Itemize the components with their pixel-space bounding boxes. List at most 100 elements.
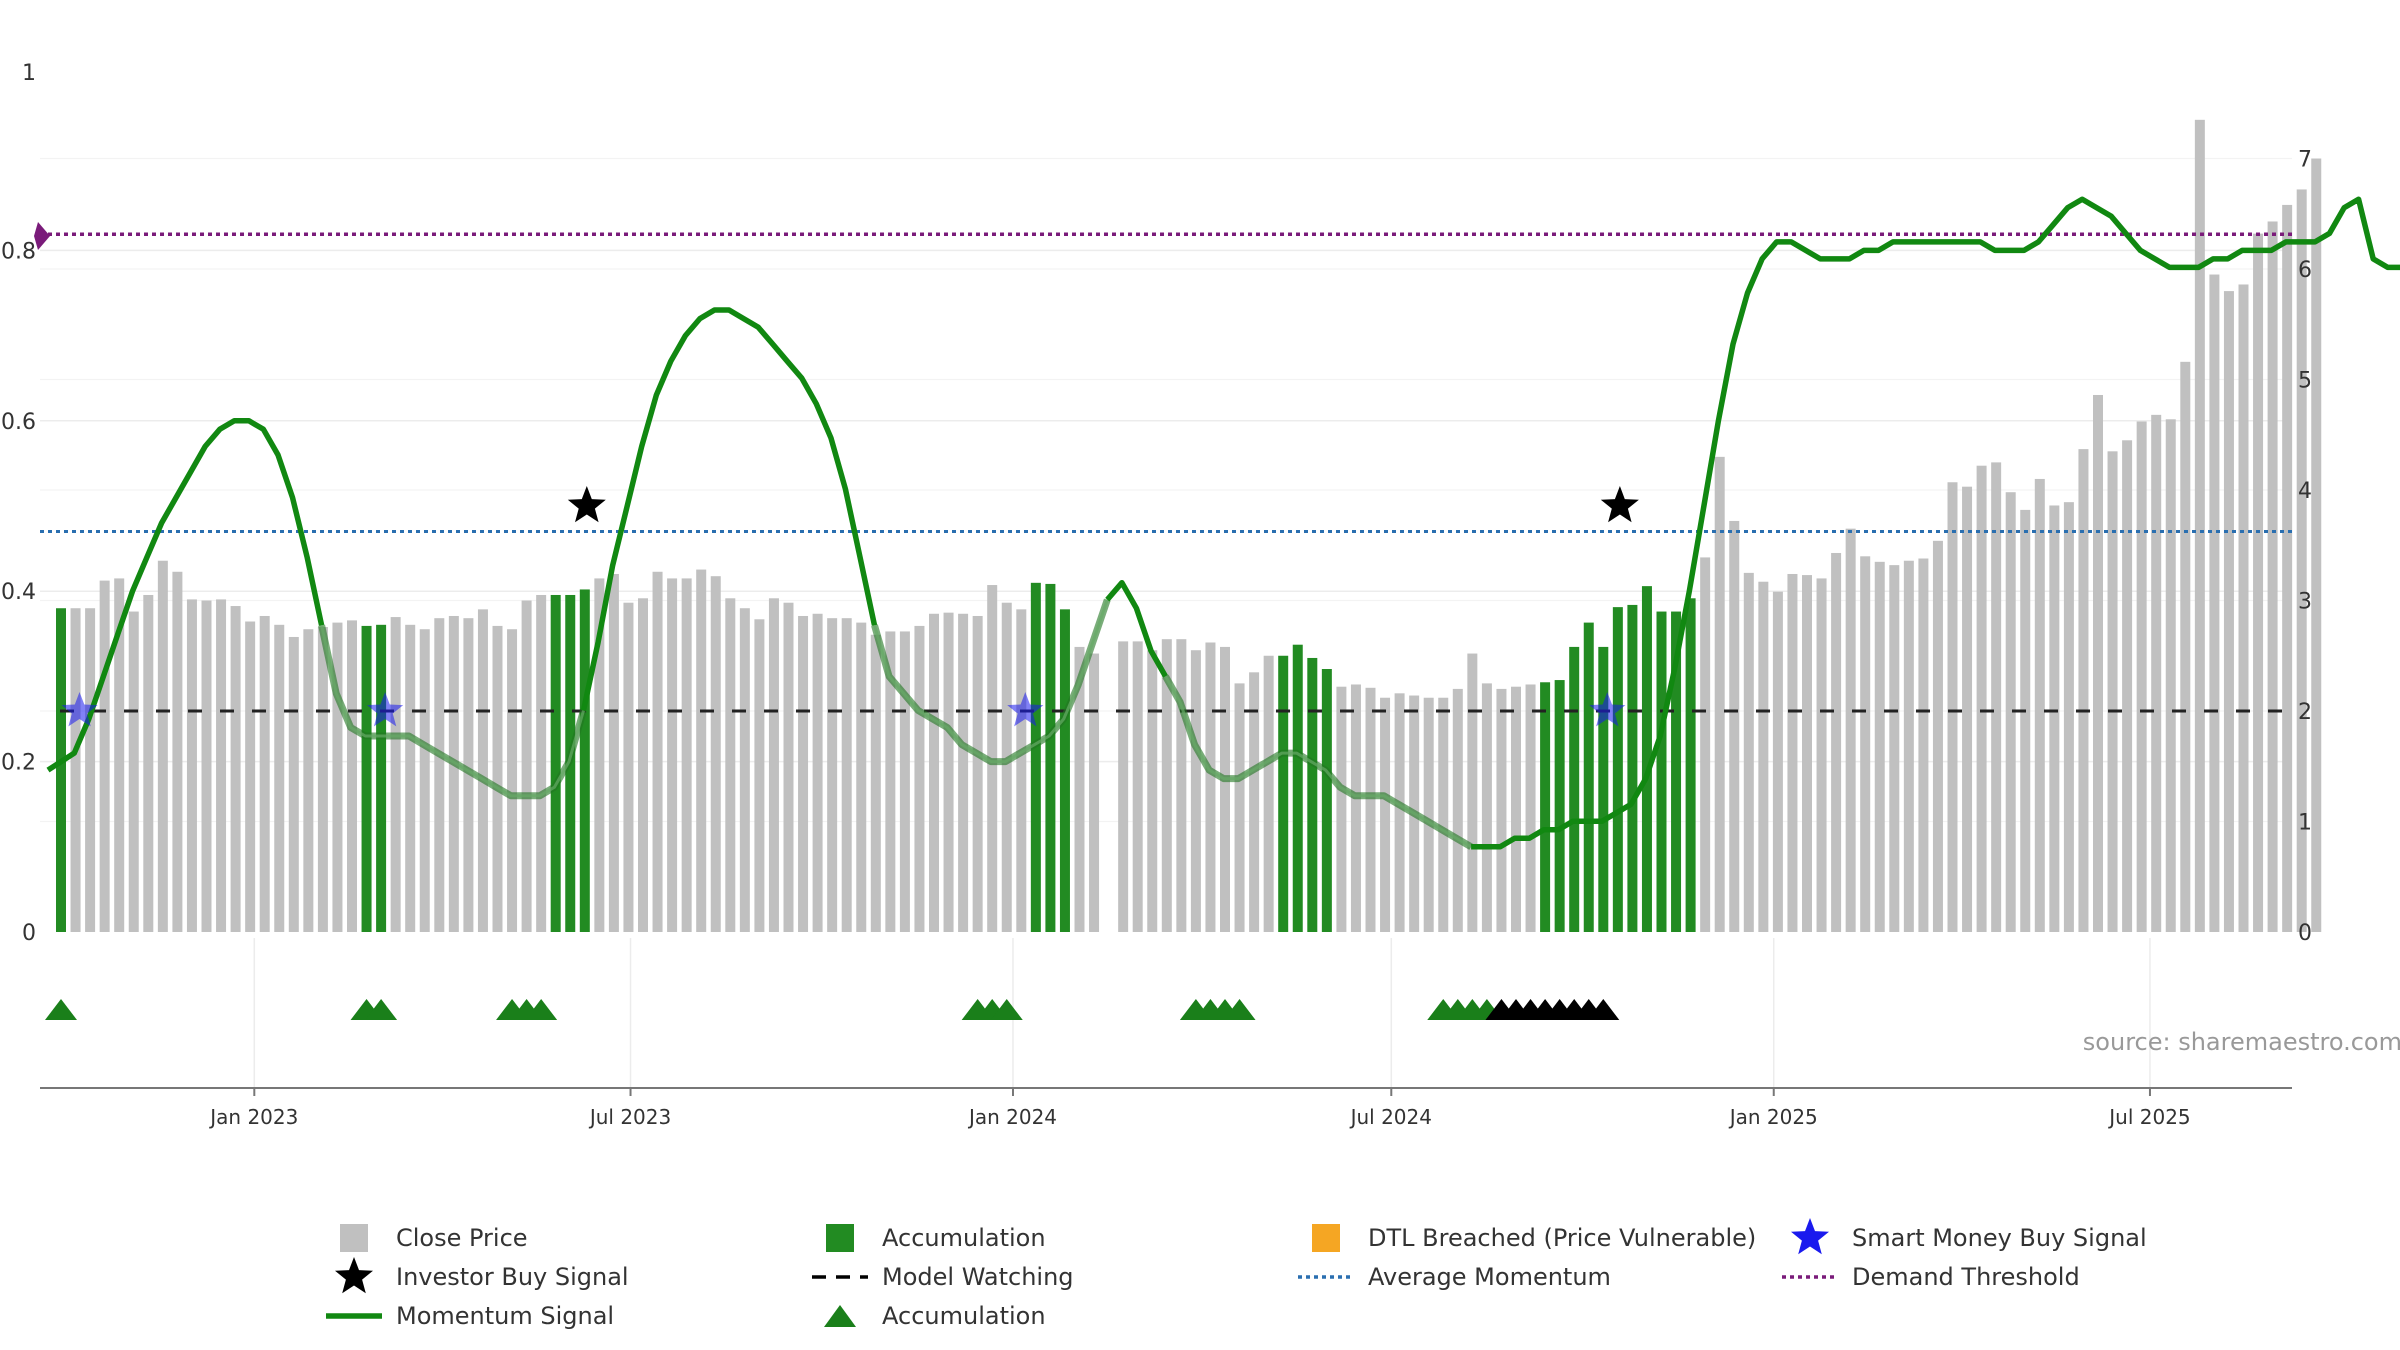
marker-panel bbox=[45, 999, 1620, 1020]
legend-item-investor: Investor Buy Signal bbox=[335, 1257, 629, 1294]
close-price-bar bbox=[216, 599, 227, 932]
legend-swatch bbox=[340, 1224, 368, 1252]
close-price-bar bbox=[1176, 639, 1187, 932]
legend-triangle bbox=[824, 1305, 856, 1327]
close-price-bar bbox=[1932, 540, 1943, 932]
legend-star bbox=[1791, 1218, 1829, 1255]
close-price-bar bbox=[1947, 482, 1958, 932]
smart-money-star bbox=[61, 692, 98, 727]
momentum-line-faded-core bbox=[320, 624, 585, 798]
close-price-bar bbox=[1350, 684, 1361, 932]
close-price-bar bbox=[943, 612, 954, 932]
investor-buy-star bbox=[567, 486, 606, 523]
close-price-bar bbox=[681, 578, 692, 932]
legend-label: DTL Breached (Price Vulnerable) bbox=[1368, 1224, 1756, 1252]
accumulation-bar bbox=[1671, 611, 1682, 932]
left-axis-tick: 0.8 bbox=[1, 239, 36, 264]
right-axis-tick: 0 bbox=[2298, 921, 2312, 946]
x-axis-tick-label: Jan 2025 bbox=[1728, 1105, 1818, 1129]
close-price-bar bbox=[1525, 684, 1536, 932]
close-price-bar bbox=[2020, 509, 2031, 932]
legend: Close Price Accumulation DTL Breached (Pri… bbox=[326, 1218, 2147, 1330]
close-price-bar bbox=[2049, 505, 2060, 932]
close-price-bar bbox=[710, 576, 721, 932]
close-price-bar bbox=[594, 578, 605, 932]
left-axis-tick: 1 bbox=[22, 61, 36, 86]
right-axis-tick: 1 bbox=[2298, 811, 2312, 836]
close-price-bar bbox=[1860, 556, 1871, 932]
close-price-bar bbox=[521, 600, 532, 932]
legend-item-average_momentum: Average Momentum bbox=[1298, 1263, 1611, 1291]
right-axis-tick: 6 bbox=[2298, 258, 2312, 283]
legend-label: Smart Money Buy Signal bbox=[1852, 1224, 2147, 1252]
close-price-bar bbox=[2282, 204, 2293, 932]
accumulation-bar bbox=[1627, 604, 1638, 932]
close-price-bar bbox=[696, 569, 707, 932]
accumulation-bar bbox=[1292, 644, 1303, 932]
close-price-bar bbox=[114, 578, 125, 932]
accumulation-bar bbox=[1321, 669, 1332, 932]
right-axis-tick: 3 bbox=[2298, 590, 2312, 615]
accumulation-bar bbox=[1307, 657, 1318, 932]
close-price-bar bbox=[1700, 557, 1711, 932]
legend-item-accumulation_marker: Accumulation bbox=[824, 1302, 1046, 1330]
close-price-bar bbox=[172, 571, 183, 932]
close-price-bar bbox=[99, 580, 110, 932]
accumulation-bar bbox=[1059, 609, 1070, 932]
legend-label: Accumulation bbox=[882, 1302, 1046, 1330]
close-price-bar bbox=[798, 615, 809, 932]
close-price-bar bbox=[332, 622, 343, 932]
accumulation-bar bbox=[1540, 682, 1551, 932]
momentum-line-segment bbox=[1471, 196, 2400, 850]
accumulation-bar bbox=[361, 625, 372, 932]
close-price-bar bbox=[768, 598, 779, 932]
accumulation-bar bbox=[1569, 646, 1580, 932]
close-price-bar bbox=[1423, 697, 1434, 932]
close-price-bar bbox=[652, 571, 663, 932]
close-price-bar bbox=[2165, 419, 2176, 932]
momentum-line-segment bbox=[46, 418, 325, 773]
signal-markers bbox=[61, 486, 1639, 727]
axes: 0 0.2 0.4 0.6 0.8 1 0 1 2 3 4 5 6 7 Jan 2023 Jul 2023 Ja… bbox=[1, 61, 2312, 1129]
close-price-bar bbox=[1161, 639, 1172, 932]
close-price-bar bbox=[1147, 650, 1158, 932]
close-price-bar bbox=[2107, 451, 2118, 932]
accumulation-bar bbox=[1598, 646, 1609, 932]
close-price-bar bbox=[1976, 465, 1987, 932]
accumulation-bar bbox=[1030, 582, 1041, 932]
close-price-bar bbox=[2034, 478, 2045, 932]
close-price-bar bbox=[448, 615, 459, 932]
close-price-bar bbox=[317, 627, 328, 932]
accumulation-bar bbox=[1278, 655, 1289, 932]
legend-label: Momentum Signal bbox=[396, 1302, 614, 1330]
close-price-bar bbox=[85, 608, 96, 932]
close-price-bar bbox=[1249, 672, 1260, 932]
close-price-bar bbox=[1831, 552, 1842, 932]
accumulation-bar bbox=[376, 624, 387, 932]
accumulation-triangle bbox=[45, 999, 77, 1020]
close-price-bar bbox=[1729, 520, 1740, 932]
close-price-bar bbox=[2296, 189, 2307, 932]
close-price-bar bbox=[419, 629, 430, 932]
close-price-bar bbox=[230, 606, 241, 932]
accumulation-bar bbox=[550, 594, 561, 932]
accumulation-triangle bbox=[365, 999, 398, 1020]
right-axis-tick: 5 bbox=[2298, 369, 2312, 394]
close-price-bar bbox=[245, 621, 256, 932]
close-price-bar bbox=[870, 634, 881, 932]
close-price-bar bbox=[783, 602, 794, 932]
accumulation-bar bbox=[56, 608, 66, 932]
close-price-bar bbox=[914, 625, 925, 932]
close-price-bar bbox=[1089, 653, 1100, 932]
close-price-bar bbox=[1205, 642, 1216, 932]
momentum-line-faded-core bbox=[873, 599, 1109, 764]
close-price-bar bbox=[972, 615, 983, 932]
close-price-bar bbox=[1336, 686, 1347, 932]
close-price-bar bbox=[1132, 641, 1143, 932]
legend-star bbox=[335, 1257, 373, 1294]
close-price-bar bbox=[2093, 394, 2103, 933]
legend-label: Average Momentum bbox=[1368, 1263, 1611, 1291]
close-price-bar bbox=[856, 622, 867, 932]
close-price-bar bbox=[1918, 558, 1929, 932]
close-price-bar bbox=[463, 618, 474, 932]
